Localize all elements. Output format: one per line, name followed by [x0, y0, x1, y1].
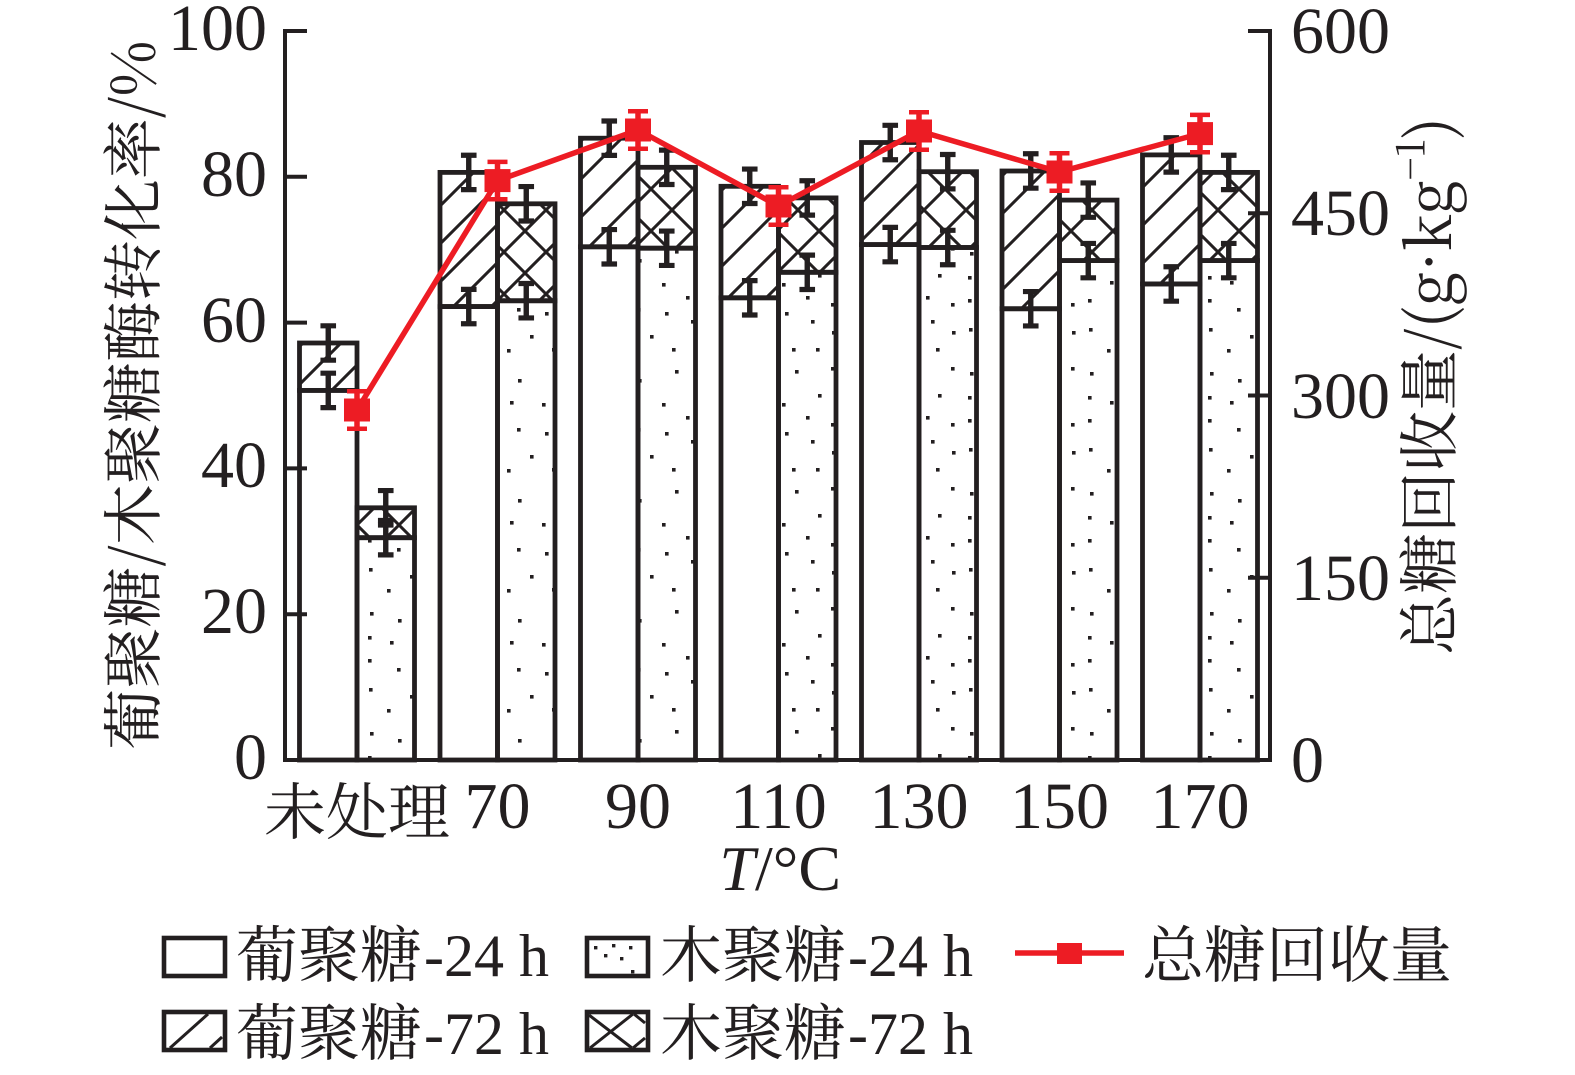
svg-text:70: 70 [465, 770, 531, 843]
svg-text:150: 150 [1291, 542, 1390, 615]
svg-text:150: 150 [1010, 770, 1109, 843]
svg-text:450: 450 [1291, 177, 1390, 250]
svg-text:0: 0 [234, 721, 267, 794]
svg-text:-72 h: -72 h [424, 1001, 549, 1067]
svg-text:300: 300 [1291, 360, 1390, 433]
svg-text:20: 20 [201, 575, 267, 648]
svg-text:600: 600 [1291, 0, 1390, 68]
svg-text:T: T [719, 833, 759, 904]
svg-text:130: 130 [870, 770, 969, 843]
svg-text:-24 h: -24 h [424, 923, 549, 989]
svg-text:170: 170 [1151, 770, 1250, 843]
svg-text:110: 110 [730, 770, 827, 843]
svg-text:40: 40 [201, 429, 267, 502]
svg-text:60: 60 [201, 284, 267, 357]
svg-text:0: 0 [1291, 724, 1324, 797]
svg-text:100: 100 [168, 0, 267, 65]
svg-text:90: 90 [605, 770, 671, 843]
svg-text:80: 80 [201, 138, 267, 211]
svg-text:-24 h: -24 h [848, 923, 973, 989]
svg-text:-72 h: -72 h [848, 1001, 973, 1067]
svg-text:/°C: /°C [755, 833, 841, 904]
